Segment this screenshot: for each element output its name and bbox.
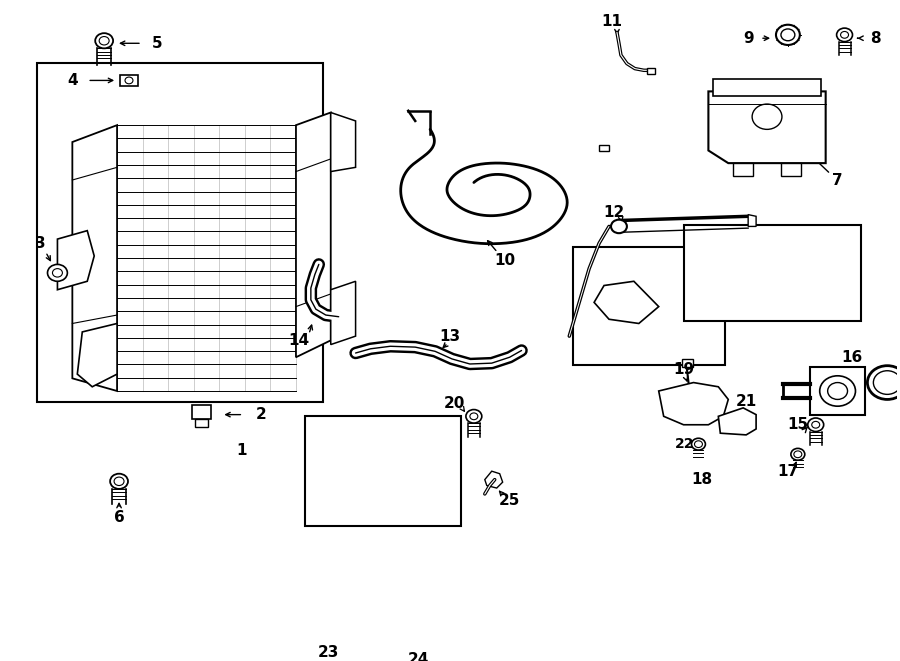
Bar: [734, 163, 753, 176]
Text: 4: 4: [67, 73, 77, 88]
Bar: [684, 225, 861, 321]
Text: 18: 18: [691, 472, 712, 487]
Bar: [120, 75, 138, 87]
Circle shape: [837, 28, 852, 42]
Circle shape: [611, 219, 627, 233]
Text: 5: 5: [151, 36, 162, 51]
Polygon shape: [718, 408, 756, 435]
Polygon shape: [58, 231, 94, 290]
Text: 10: 10: [494, 253, 515, 268]
Text: 23: 23: [318, 645, 339, 660]
Bar: [681, 359, 694, 368]
Text: 16: 16: [841, 350, 862, 365]
Bar: [714, 79, 821, 96]
Text: 8: 8: [870, 30, 881, 46]
Text: 21: 21: [735, 393, 757, 408]
Polygon shape: [748, 215, 756, 227]
Bar: [647, 68, 654, 73]
Text: 20: 20: [444, 396, 464, 411]
Bar: [573, 247, 725, 366]
Text: 9: 9: [742, 30, 753, 46]
Text: 6: 6: [113, 510, 124, 525]
Bar: [781, 163, 801, 176]
Text: 25: 25: [499, 493, 520, 508]
Circle shape: [466, 410, 482, 423]
Polygon shape: [659, 383, 728, 425]
Text: 19: 19: [673, 362, 694, 377]
Polygon shape: [330, 112, 356, 172]
Text: 22: 22: [675, 437, 694, 451]
Text: 7: 7: [832, 173, 843, 188]
Bar: [194, 419, 209, 427]
Bar: [192, 405, 211, 419]
Text: 3: 3: [35, 236, 46, 251]
Bar: [599, 145, 609, 151]
Text: 12: 12: [603, 204, 625, 219]
Polygon shape: [330, 282, 356, 344]
Circle shape: [808, 418, 824, 432]
Circle shape: [791, 448, 805, 460]
Text: 2: 2: [256, 407, 266, 422]
Text: 14: 14: [288, 333, 310, 348]
Polygon shape: [708, 91, 825, 163]
Text: 17: 17: [778, 463, 798, 479]
Circle shape: [48, 264, 68, 282]
Polygon shape: [485, 471, 503, 488]
Circle shape: [691, 438, 706, 450]
Text: 24: 24: [408, 652, 429, 661]
Circle shape: [95, 33, 113, 48]
Text: 15: 15: [788, 417, 808, 432]
Circle shape: [52, 268, 62, 277]
Polygon shape: [77, 323, 117, 387]
Polygon shape: [296, 112, 330, 357]
Polygon shape: [594, 282, 659, 323]
Text: 13: 13: [439, 329, 461, 344]
Text: 11: 11: [601, 14, 623, 29]
Text: 1: 1: [236, 443, 247, 457]
Bar: [351, 646, 363, 655]
Bar: [810, 368, 866, 414]
Bar: [305, 416, 461, 526]
Bar: [37, 63, 323, 402]
Circle shape: [110, 474, 128, 489]
Polygon shape: [72, 125, 117, 391]
Circle shape: [776, 24, 800, 45]
